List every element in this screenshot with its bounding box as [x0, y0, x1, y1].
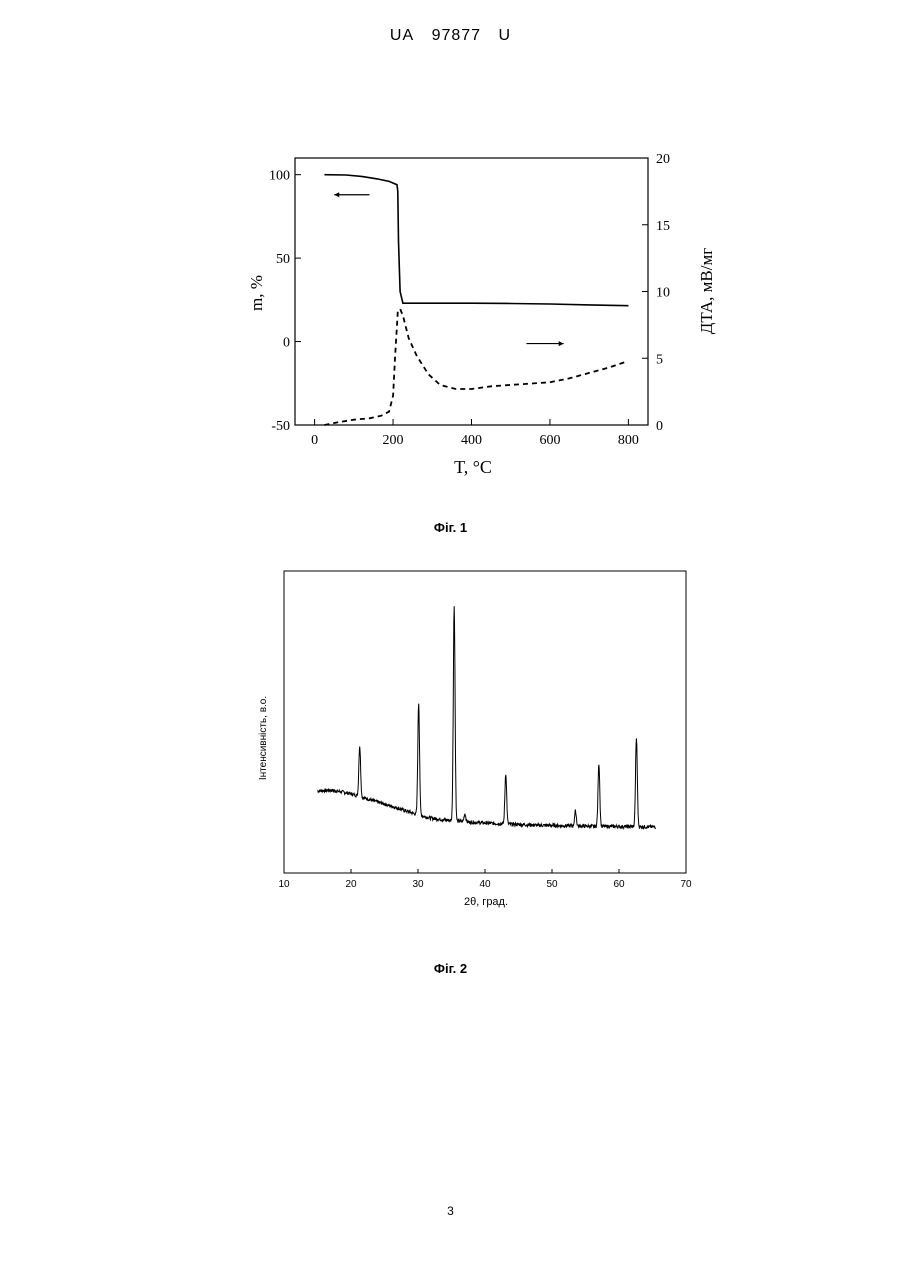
figure-2-x-tick-label: 50	[546, 879, 558, 890]
figure-2-x-axis-label: 2θ, град.	[464, 896, 508, 908]
figure-2-x-tick-label: 10	[278, 879, 290, 890]
figure-2-x-tick-label: 40	[479, 879, 491, 890]
xrd-pattern-line	[318, 606, 656, 828]
figure-2-y-axis-label: Інтенсивність, в.о.	[258, 696, 269, 780]
figure-2-x-tick-label: 20	[345, 879, 357, 890]
figure-2-x-tick-label: 70	[680, 879, 692, 890]
figure-2-x-tick-label: 30	[412, 879, 424, 890]
figure-2-x-tick-label: 60	[613, 879, 625, 890]
figure-2-xrd-chart: 10 20 30 40 50 60 70 2θ, град. Інтенсивність, …	[0, 0, 901, 960]
figure-2-caption: Фіг. 2	[0, 961, 901, 976]
page-number: 3	[0, 1204, 901, 1218]
